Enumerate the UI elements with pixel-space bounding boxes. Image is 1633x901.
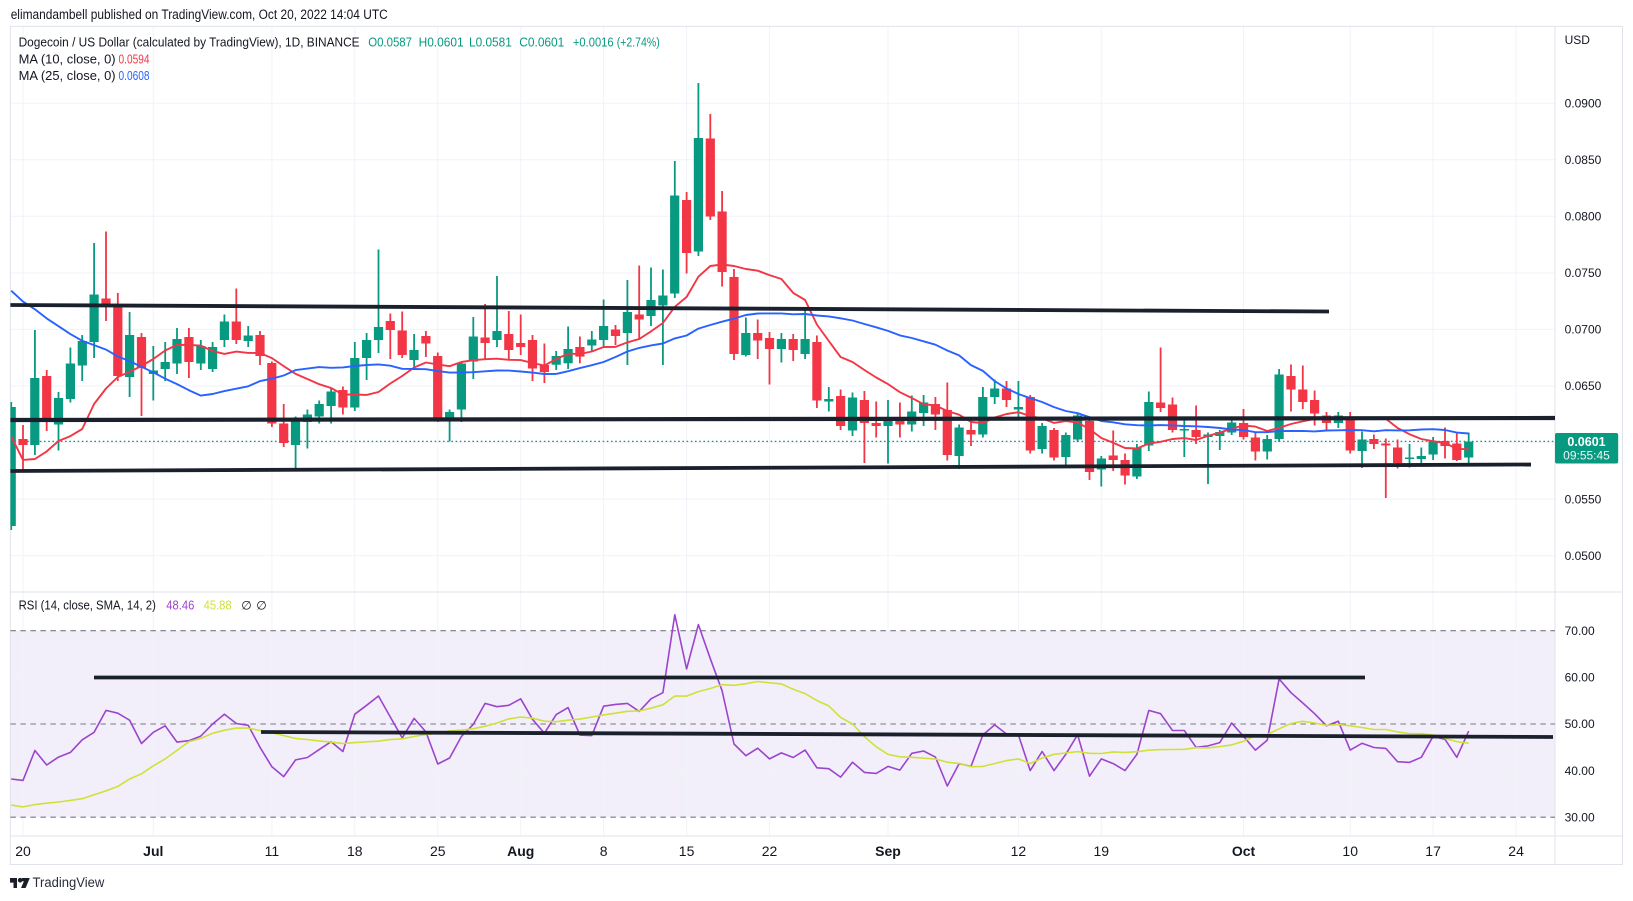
svg-text:elimandambell published on Tra: elimandambell published on TradingView.c…	[11, 7, 388, 22]
svg-text:Oct: Oct	[1232, 843, 1256, 859]
svg-text:Jul: Jul	[143, 843, 163, 859]
svg-text:19: 19	[1094, 843, 1110, 859]
svg-text:MA (10, close, 0): MA (10, close, 0)	[19, 52, 116, 67]
svg-text:0.0601: 0.0601	[1567, 435, 1605, 449]
svg-text:0.0850: 0.0850	[1565, 153, 1602, 167]
svg-text:0.0550: 0.0550	[1565, 492, 1602, 506]
svg-text:11: 11	[265, 843, 280, 859]
svg-text:C0.0601: C0.0601	[519, 35, 564, 50]
svg-text:25: 25	[430, 843, 446, 859]
svg-text:MA (25, close, 0): MA (25, close, 0)	[19, 68, 116, 83]
svg-text:45.88: 45.88	[204, 598, 232, 613]
svg-text:RSI (14, close, SMA, 14, 2): RSI (14, close, SMA, 14, 2)	[19, 598, 156, 613]
svg-text:∅: ∅	[241, 599, 251, 613]
svg-text:8: 8	[600, 843, 608, 859]
svg-text:70.00: 70.00	[1565, 624, 1595, 638]
svg-text:0.0750: 0.0750	[1565, 266, 1602, 280]
svg-text:0.0900: 0.0900	[1565, 96, 1602, 110]
svg-text:Dogecoin / US Dollar (calculat: Dogecoin / US Dollar (calculated by Trad…	[19, 35, 360, 50]
svg-text:12: 12	[1011, 843, 1027, 859]
svg-text:15: 15	[679, 843, 695, 859]
svg-text:22: 22	[762, 843, 778, 859]
svg-text:0.0608: 0.0608	[119, 68, 150, 83]
svg-text:H0.0601: H0.0601	[419, 35, 464, 50]
svg-text:10: 10	[1342, 843, 1358, 859]
svg-text:USD: USD	[1565, 33, 1591, 47]
svg-text:18: 18	[347, 843, 363, 859]
svg-text:0.0700: 0.0700	[1565, 323, 1602, 337]
svg-text:50.00: 50.00	[1565, 717, 1595, 731]
svg-text:L0.0581: L0.0581	[469, 35, 512, 50]
svg-text:TradingView: TradingView	[33, 875, 105, 890]
svg-text:O0.0587: O0.0587	[368, 35, 412, 50]
svg-text:(+2.74%): (+2.74%)	[617, 35, 660, 50]
svg-text:0.0800: 0.0800	[1565, 210, 1602, 224]
svg-text:Sep: Sep	[875, 843, 901, 859]
svg-text:∅: ∅	[256, 599, 266, 613]
svg-text:+0.0016: +0.0016	[573, 35, 614, 50]
svg-text:0.0500: 0.0500	[1565, 549, 1602, 563]
svg-text:30.00: 30.00	[1565, 810, 1595, 824]
svg-text:17: 17	[1425, 843, 1441, 859]
svg-text:24: 24	[1508, 843, 1524, 859]
svg-text:0.0594: 0.0594	[119, 52, 150, 67]
svg-text:09:55:45: 09:55:45	[1563, 449, 1610, 463]
svg-text:48.46: 48.46	[166, 598, 194, 613]
svg-text:Aug: Aug	[507, 843, 534, 859]
svg-text:40.00: 40.00	[1565, 764, 1595, 778]
svg-text:0.0650: 0.0650	[1565, 379, 1602, 393]
svg-text:60.00: 60.00	[1565, 671, 1595, 685]
svg-text:20: 20	[15, 843, 31, 859]
